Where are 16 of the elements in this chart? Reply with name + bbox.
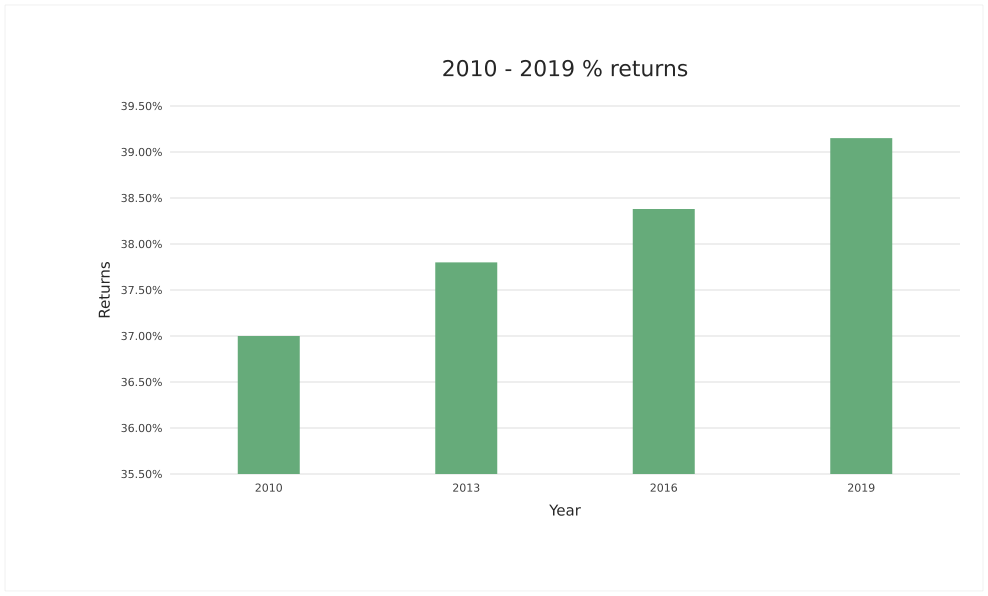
chart-title: 2010 - 2019 % returns (443, 60, 688, 76)
x-tick-label: 2016 (650, 484, 678, 492)
x-tick-label: 2019 (848, 484, 874, 492)
y-tick-label: 37.50% (122, 286, 162, 294)
y-tick-label: 36.50% (122, 378, 162, 386)
x-tick-label: 2010 (256, 484, 282, 492)
y-tick-label: 39.50% (122, 102, 162, 110)
y-tick-label: 39.00% (122, 148, 162, 156)
y-tick-label: 38.00% (122, 240, 162, 248)
y-axis-title: Returns (98, 262, 110, 318)
x-axis-title: Year (549, 504, 581, 516)
y-tick-label: 35.50% (122, 470, 162, 478)
y-tick-label: 37.00% (122, 332, 162, 340)
y-tick-label: 38.50% (122, 194, 162, 202)
y-tick-label: 36.00% (122, 424, 162, 432)
x-tick-label: 2013 (453, 484, 480, 492)
